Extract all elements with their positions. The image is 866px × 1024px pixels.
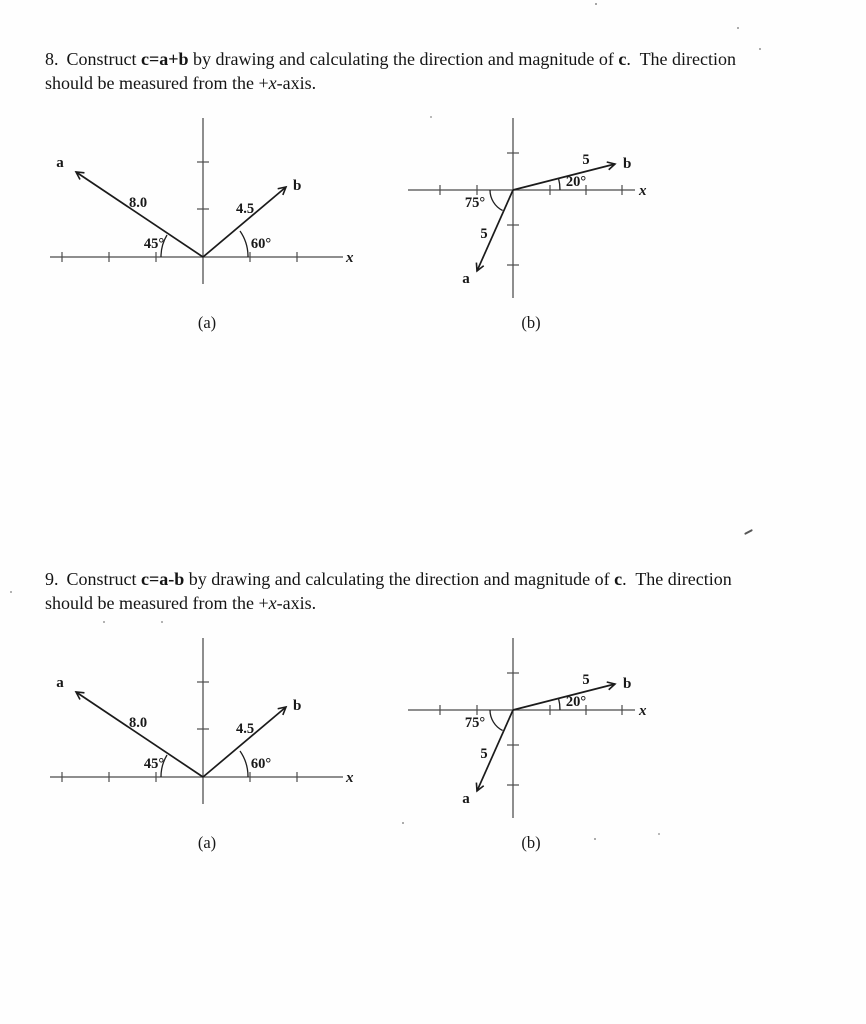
- vector-b-magnitude: 4.5: [236, 721, 254, 737]
- vector-b-label: b: [293, 698, 301, 714]
- angle-arc-20: [557, 697, 561, 711]
- vector-b-magnitude: 4.5: [236, 201, 254, 217]
- angle-arc-45: [160, 234, 168, 258]
- statement-text: should be measured from the +: [45, 592, 269, 613]
- caption-b: (b): [521, 313, 540, 332]
- scan-speck: [161, 621, 163, 623]
- x-axis-label: x: [638, 183, 647, 199]
- vector-equation: c=a+b: [141, 49, 189, 69]
- vector-b-label: b: [623, 156, 631, 172]
- scan-speck: [594, 838, 596, 840]
- vector-b-angle: 60°: [251, 756, 272, 772]
- angle-arc-75: [489, 189, 503, 212]
- scan-speck: [10, 591, 12, 593]
- problem-number: 8.: [45, 49, 59, 69]
- statement-text: Construct: [66, 49, 141, 69]
- diagram-9a: a 8.0 45° b 4.5 60° x (a): [50, 638, 354, 852]
- vector-a-label: a: [56, 675, 64, 691]
- vector-a-magnitude: 8.0: [129, 195, 147, 211]
- vector-b-angle: 20°: [566, 174, 587, 190]
- vector-a-angle: 45°: [144, 236, 165, 252]
- vector-a: [475, 189, 514, 273]
- statement-text: by drawing and calculating the direction…: [188, 49, 619, 69]
- scan-speck: [595, 3, 597, 5]
- vector-a-angle: 75°: [465, 195, 486, 211]
- caption-a: (a): [198, 833, 216, 852]
- statement-text: -axis.: [276, 592, 317, 613]
- statement-text: . The direction: [622, 569, 732, 589]
- scan-speck: [103, 621, 105, 623]
- vector-a-angle: 75°: [465, 715, 486, 731]
- vector-a-angle: 45°: [144, 756, 165, 772]
- vector-a-label: a: [462, 791, 470, 807]
- angle-arc-75: [489, 709, 503, 732]
- vector-b: [512, 161, 617, 191]
- vector-a-label: a: [56, 155, 64, 171]
- vector-b: [202, 185, 288, 258]
- problem-9-statement: 9. Construct c=a-b by drawing and calcula…: [45, 568, 850, 615]
- vector-b-angle: 60°: [251, 236, 272, 252]
- statement-text: -axis.: [276, 72, 317, 93]
- vector-c: c: [614, 569, 623, 589]
- scan-speck: [658, 833, 660, 835]
- scan-speck: [737, 27, 739, 29]
- scan-speck: [744, 529, 753, 535]
- vector-a-magnitude: 8.0: [129, 715, 147, 731]
- vector-b: [202, 705, 288, 778]
- x-variable: x: [268, 72, 277, 93]
- statement-text: . The direction: [626, 49, 737, 69]
- problem-number: 9.: [45, 569, 59, 589]
- scan-speck: [759, 48, 761, 50]
- angle-arc-60: [239, 230, 249, 258]
- vector-b-label: b: [623, 676, 631, 692]
- x-axis-label: x: [345, 250, 354, 266]
- vector-a: [475, 709, 514, 793]
- vector-a: [74, 691, 204, 778]
- diagram-8a: a 8.0 45° b 4.5 60° x (a): [50, 118, 354, 332]
- caption-a: (a): [198, 313, 216, 332]
- diagram-8b: 5 b 20° 75° 5 a x (b): [408, 118, 647, 332]
- axes: [408, 638, 635, 818]
- scan-speck: [430, 116, 432, 118]
- vector-a-label: a: [462, 271, 470, 287]
- angle-arc-20: [557, 177, 561, 191]
- scan-speck: [402, 822, 404, 824]
- vector-b-magnitude: 5: [582, 672, 589, 688]
- vector-equation: c=a-b: [141, 569, 185, 589]
- x-variable: x: [268, 592, 277, 613]
- statement-text: Construct: [66, 569, 141, 589]
- angle-arc-45: [160, 754, 168, 778]
- caption-b: (b): [521, 833, 540, 852]
- axes: [50, 638, 343, 804]
- x-axis-label: x: [638, 703, 647, 719]
- vector-a: [74, 171, 204, 258]
- angle-arc-60: [239, 750, 249, 778]
- vector-a-magnitude: 5: [480, 746, 487, 762]
- vector-c: c: [618, 49, 627, 69]
- vector-b: [512, 681, 617, 711]
- statement-text: should be measured from the +: [45, 72, 269, 93]
- diagram-9b: 5 b 20° 75° 5 a x (b): [408, 638, 647, 852]
- axes: [50, 118, 343, 284]
- x-axis-label: x: [345, 770, 354, 786]
- vector-a-magnitude: 5: [480, 226, 487, 242]
- vector-b-angle: 20°: [566, 694, 587, 710]
- problem-8-statement: 8. Construct c=a+b by drawing and calcula…: [45, 48, 850, 95]
- axes: [408, 118, 635, 298]
- statement-text: by drawing and calculating the direction…: [184, 569, 615, 589]
- vector-b-magnitude: 5: [582, 152, 589, 168]
- vector-b-label: b: [293, 178, 301, 194]
